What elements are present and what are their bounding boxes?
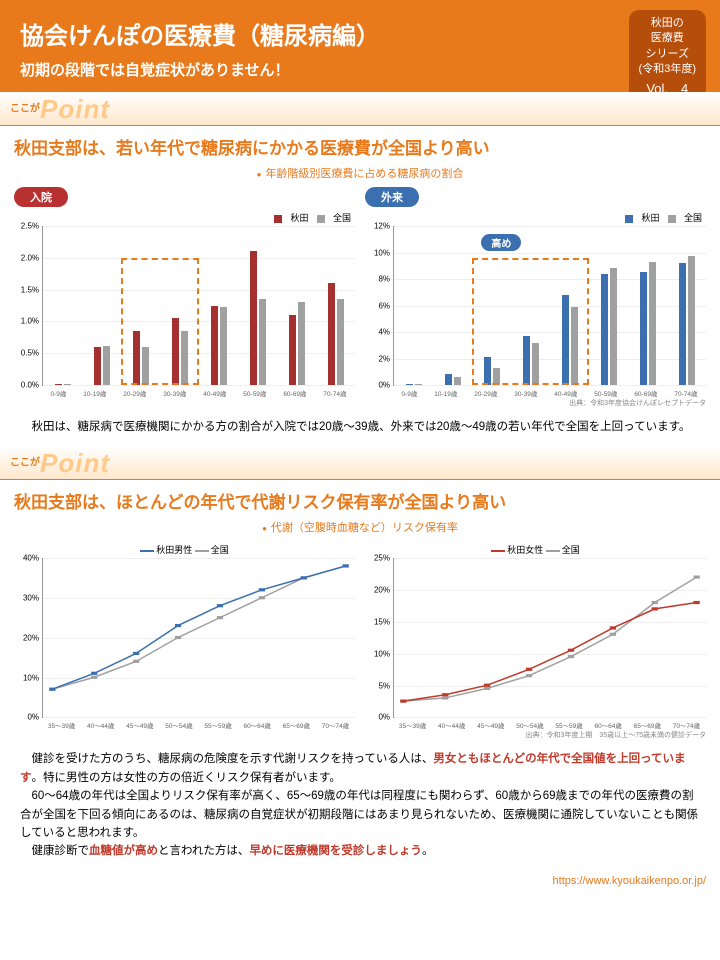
female-chart: 秋田女性 全国 0%5%10%15%20%25% 35～39歳40～44歳45～… [365, 541, 706, 730]
badge-line: 秋田の [639, 16, 696, 31]
badge-line: 医療費 [639, 31, 696, 46]
source-1: 出典：令和3年度協会けんぽレセプトデータ [0, 398, 720, 408]
legend-zenkoku: 全国 [211, 545, 229, 555]
legend: 秋田 全国 [365, 209, 706, 226]
legend: 秋田女性 全国 [365, 541, 706, 558]
series-badge: 秋田の 医療費 シリーズ (令和3年度) Vol. 4 [629, 10, 706, 104]
legend: 秋田男性 全国 [14, 541, 355, 558]
source-2: 出典：令和3年度上期 35歳以上～75歳未満の健診データ [0, 730, 720, 740]
male-chart: 秋田男性 全国 0%10%20%30%40% 35～39歳40～44歳45～49… [14, 541, 355, 730]
badge-line: シリーズ [639, 47, 696, 62]
legend-female: 秋田女性 [507, 545, 543, 555]
em-text: 早めに医療機関を受診しましょう [249, 845, 422, 857]
em-text: 血糖値が高め [89, 845, 158, 857]
section1-body: 秋田は、糖尿病で医療機関にかかる方の割合が入院では20歳～39歳、外来では20歳… [0, 408, 720, 446]
section2-body: 健診を受けた方のうち、糖尿病の危険度を示す代謝リスクを持っている人は、男女ともほ… [0, 740, 720, 870]
point-divider: ここがPoint [0, 446, 720, 480]
section2-charts: 秋田男性 全国 0%10%20%30%40% 35～39歳40～44歳45～49… [0, 541, 720, 730]
section2-chart-sub: 代謝（空腹時血糖など）リスク保有率 [0, 517, 720, 541]
outpatient-pill: 外来 [365, 187, 419, 207]
point-label: Point [40, 448, 110, 478]
legend-zenkoku: 全国 [684, 213, 702, 223]
point-label: Point [40, 94, 110, 124]
section1-title: 秋田支部は、若い年代で糖尿病にかかる医療費が全国より高い [0, 126, 720, 163]
koko-label: ここが [10, 458, 40, 469]
section2-title: 秋田支部は、ほとんどの年代で代謝リスク保有率が全国より高い [0, 480, 720, 517]
legend-zenkoku: 全国 [562, 545, 580, 555]
legend-male: 秋田男性 [156, 545, 192, 555]
point-divider: ここがPoint [0, 92, 720, 126]
page-subtitle: 初期の段階では自覚症状がありません！ [20, 59, 700, 80]
footer-url: https://www.kyoukaikenpo.or.jp/ [0, 871, 720, 895]
header: 協会けんぽの医療費（糖尿病編） 初期の段階では自覚症状がありません！ 秋田の 医… [0, 0, 720, 92]
legend-akita: 秋田 [290, 213, 308, 223]
badge-line: (令和3年度) [639, 62, 696, 77]
inpatient-pill: 入院 [14, 187, 68, 207]
section1-charts: 入院 秋田 全国 0.0%0.5%1.0%1.5%2.0%2.5% 0-9歳10… [0, 187, 720, 398]
section1-chart-sub: 年齢階級別医療費に占める糖尿病の割合 [0, 163, 720, 187]
legend: 秋田 全国 [14, 209, 355, 226]
legend-zenkoku: 全国 [333, 213, 351, 223]
outpatient-chart: 外来 秋田 全国 0%2%4%6%8%10%12%高め 0-9歳10-19歳20… [365, 187, 706, 398]
page-title: 協会けんぽの医療費（糖尿病編） [20, 16, 700, 51]
inpatient-chart: 入院 秋田 全国 0.0%0.5%1.0%1.5%2.0%2.5% 0-9歳10… [14, 187, 355, 398]
koko-label: ここが [10, 104, 40, 115]
legend-akita: 秋田 [641, 213, 659, 223]
